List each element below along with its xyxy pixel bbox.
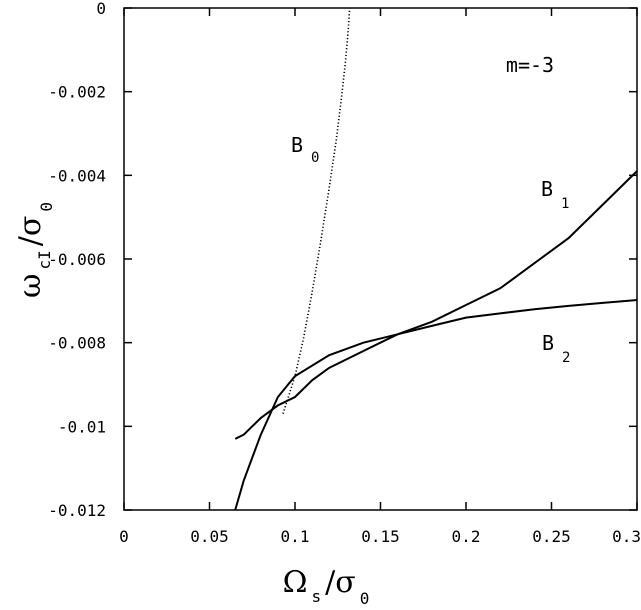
x-label-sub1: s: [312, 587, 322, 606]
x-tick-label: 0.1: [281, 527, 310, 546]
series-label-b0: B 0: [291, 133, 319, 166]
annotation-m: m=-3: [506, 53, 554, 77]
series-b1-line: [234, 170, 638, 511]
x-axis-label: Ω s /σ 0: [283, 565, 370, 608]
x-label-main: Ω: [283, 565, 308, 600]
y-tick-label: -0.01: [58, 417, 106, 436]
y-tick-label: -0.004: [48, 166, 106, 185]
y-label-slash: /σ: [13, 216, 48, 247]
y-tick-label: -0.008: [48, 334, 106, 353]
series-b2-line: [234, 299, 638, 440]
x-tick-label: 0.3: [612, 527, 641, 546]
y-label-main: ω: [13, 274, 48, 298]
y-tick-label: 0: [96, 0, 106, 18]
x-tick-label: 0: [119, 527, 129, 546]
plot-frame: [123, 7, 638, 511]
series-label-b2: B 2: [542, 331, 570, 366]
x-tick-label: 0.05: [190, 527, 229, 546]
series-b0-line: [282, 7, 351, 415]
x-axis-ticks: 0 0.05 0.1 0.15 0.2 0.25 0.3: [119, 8, 641, 546]
series-label-b1: B 1: [541, 177, 569, 212]
y-axis-ticks: 0 -0.002 -0.004 -0.006 -0.008 -0.01 -0.012: [48, 0, 637, 520]
x-tick-label: 0.25: [532, 527, 571, 546]
x-label-slash: /σ: [325, 565, 356, 600]
y-label-sub2: 0: [37, 202, 56, 212]
x-tick-label: 0.2: [452, 527, 481, 546]
y-tick-label: -0.002: [48, 83, 106, 102]
y-axis-label: ω cI /σ 0: [13, 202, 56, 298]
y-label-sub1: cI: [35, 250, 54, 269]
y-tick-label: -0.006: [48, 250, 106, 269]
x-tick-label: 0.15: [361, 527, 400, 546]
series-layer: [234, 7, 638, 511]
y-tick-label: -0.012: [48, 501, 106, 520]
x-label-sub2: 0: [360, 589, 370, 608]
